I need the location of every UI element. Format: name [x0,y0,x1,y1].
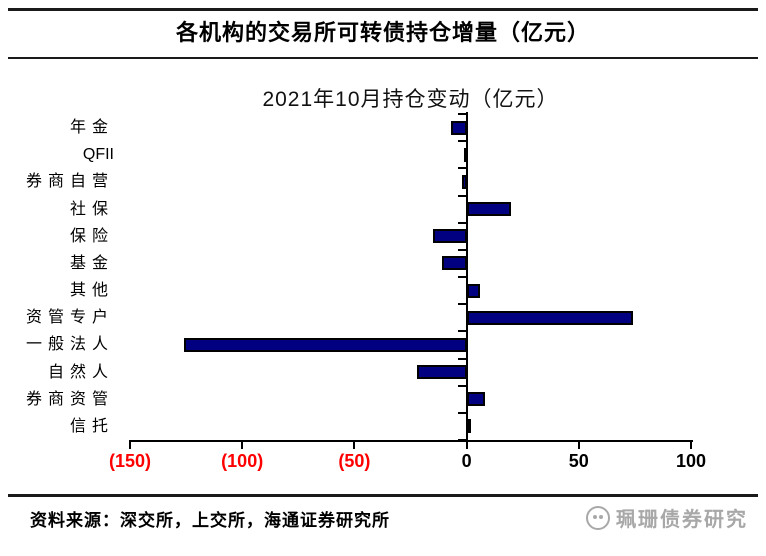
y-axis-tick [457,357,466,360]
y-axis-label: 基金 [69,254,114,272]
y-axis-tick [457,330,466,333]
bar-基金 [441,256,467,271]
x-axis-line [130,440,693,442]
x-axis-tick [465,440,468,449]
bar-券商资管 [466,392,485,407]
x-axis-tick [577,440,580,449]
data-source-note: 资料来源：深交所，上交所，海通证券研究所 [30,511,390,530]
footer-rule [8,494,758,497]
y-axis-label: QFII [82,146,114,164]
y-axis-label: 社保 [69,200,114,218]
x-axis-tick [241,440,244,449]
title-rule [8,57,758,59]
x-axis-tick [353,440,356,449]
brand-watermark: 珮珊债券研究 [586,503,748,532]
bar-资管专户 [466,310,633,325]
brand-logo-icon [586,505,610,530]
y-axis-tick [457,221,466,224]
bar-信托 [466,419,471,434]
x-axis-tick-label: 0 [461,451,472,471]
chart-title: 2021年10月持仓变动（亿元） [262,88,559,111]
y-axis-label: 保险 [69,227,114,245]
y-axis-tick [457,303,466,306]
y-axis-tick [457,140,466,143]
top-rule [8,8,758,11]
bar-保险 [432,229,467,244]
bar-券商自营 [462,174,467,189]
x-axis-tick-label: (150) [108,451,152,471]
x-axis-tick [690,440,692,449]
x-axis-tick-label: 50 [568,451,589,471]
y-axis-label: 券商自营 [25,173,114,191]
y-axis-tick [457,276,466,278]
y-axis-label: 资管专户 [25,309,114,327]
x-axis-tick [129,440,131,449]
bar-年金 [450,120,467,135]
y-axis-label: 一般法人 [25,336,114,354]
y-axis-tick [457,384,466,387]
zero-baseline [465,112,468,448]
y-axis-tick [457,248,466,251]
y-axis-label: 其他 [69,282,114,299]
bar-其他 [466,283,481,298]
y-axis-label: 券商资管 [25,390,114,408]
x-axis-tick-label: (50) [338,451,371,471]
y-axis-tick [457,411,466,414]
y-axis-label: 信托 [69,417,114,435]
x-axis-tick-label: (100) [221,451,264,471]
y-axis-tick [457,194,466,197]
y-axis-label: 年金 [69,119,114,136]
x-axis-tick-label: 100 [675,451,707,471]
y-axis-label: 自然人 [47,363,114,381]
page-title: 各机构的交易所可转债持仓增量（亿元） [175,20,590,45]
y-axis-tick [457,167,466,170]
bar-自然人 [417,365,467,380]
y-axis-tick [457,113,466,115]
bar-一般法人 [183,337,467,352]
brand-watermark-text: 珮珊债券研究 [616,509,748,531]
bar-社保 [466,202,512,217]
